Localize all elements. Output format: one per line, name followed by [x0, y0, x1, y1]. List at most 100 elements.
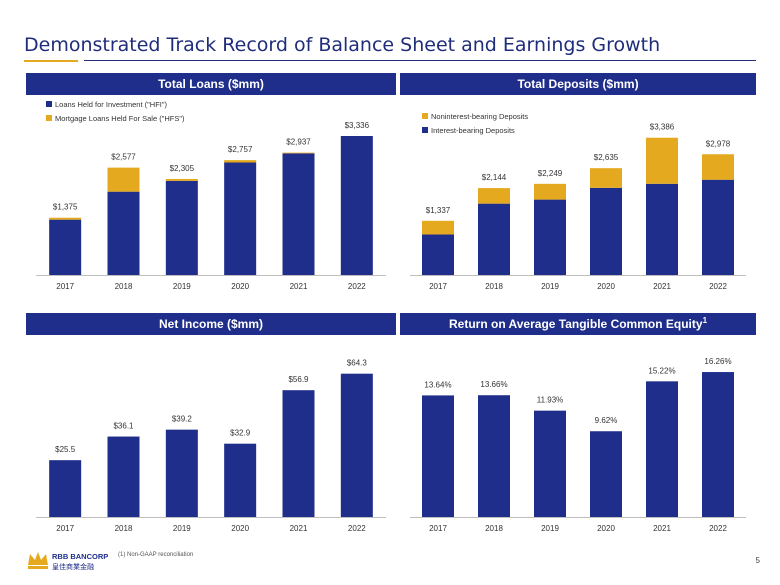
deposits-bar-2022-series-1 — [702, 154, 734, 180]
logo-chinese: 皇佳商業金融 — [52, 562, 94, 571]
rotce-data-label-2017: 13.64% — [424, 380, 451, 389]
netincome-tick-label-2018: 2018 — [115, 524, 133, 533]
netincome-data-label-2020: $32.9 — [230, 429, 251, 438]
title-rule-gold — [24, 60, 78, 62]
netincome-tick-label-2017: 2017 — [56, 524, 74, 533]
deposits-header-label: Total Deposits ($mm) — [517, 77, 639, 91]
rotce-header-footnote-mark: 1 — [702, 316, 708, 325]
loans-bar-2017-series-1 — [49, 217, 82, 220]
deposits-data-label-2017: $1,337 — [426, 206, 451, 215]
netincome-tick-label-2020: 2020 — [231, 524, 249, 533]
rotce-data-label-2020: 9.62% — [595, 416, 618, 425]
rotce-bar-2019 — [534, 410, 566, 517]
loans-legend-swatch-1 — [46, 115, 52, 121]
deposits-bar-2020-series-0 — [590, 187, 622, 275]
loans-tick-label-2018: 2018 — [115, 282, 133, 291]
rotce-bar-2018 — [478, 395, 510, 517]
loans-data-label-2020: $2,757 — [228, 145, 253, 154]
deposits-bar-2018-series-0 — [478, 203, 510, 275]
rotce-tick-label-2021: 2021 — [653, 524, 671, 533]
loans-data-label-2017: $1,375 — [53, 203, 78, 212]
netincome-bar-2017 — [49, 460, 82, 517]
netincome-bar-2020 — [224, 443, 257, 517]
netincome-bar-2022 — [340, 373, 373, 517]
netincome-data-label-2017: $25.5 — [55, 445, 76, 454]
rotce-tick-label-2018: 2018 — [485, 524, 503, 533]
loans-bar-2020-series-0 — [224, 162, 257, 275]
rotce-tick-label-2022: 2022 — [709, 524, 727, 533]
rbb-logo: RBB BANCORP 皇佳商業金融 — [28, 552, 108, 571]
netincome-header-label: Net Income ($mm) — [158, 317, 264, 331]
rotce-bar-2017 — [422, 395, 454, 517]
loans-bar-2017-series-0 — [49, 219, 82, 275]
rotce-bar-2022 — [702, 372, 734, 517]
netincome-tick-label-2022: 2022 — [348, 524, 366, 533]
loans-data-label-2019: $2,305 — [170, 164, 195, 173]
deposits-bar-2017-series-1 — [422, 220, 454, 235]
deposits-bar-2021-series-0 — [646, 183, 678, 275]
netincome-bar-2019 — [165, 429, 198, 517]
loans-tick-label-2017: 2017 — [56, 282, 74, 291]
deposits-bar-2021-series-1 — [646, 137, 678, 184]
deposits-data-label-2018: $2,144 — [482, 173, 507, 182]
loans-tick-label-2020: 2020 — [231, 282, 249, 291]
deposits-legend-swatch-1 — [422, 113, 428, 119]
netincome-panel-header: Net Income ($mm) — [26, 313, 396, 335]
rotce-data-label-2021: 15.22% — [648, 366, 675, 375]
page-number: 5 — [755, 556, 760, 565]
deposits-bar-2019-series-0 — [534, 199, 566, 275]
deposits-tick-label-2020: 2020 — [597, 282, 615, 291]
loans-tick-label-2022: 2022 — [348, 282, 366, 291]
deposits-legend-label-1: Noninterest-bearing Deposits — [431, 112, 528, 121]
netincome-data-label-2018: $36.1 — [113, 422, 134, 431]
rotce-tick-label-2017: 2017 — [429, 524, 447, 533]
rotce-header-label: Return on Average Tangible Common Equity — [448, 317, 703, 331]
deposits-bar-2020-series-1 — [590, 168, 622, 188]
loans-bar-2021-series-0 — [282, 153, 315, 275]
deposits-tick-label-2017: 2017 — [429, 282, 447, 291]
deposits-bar-2017-series-0 — [422, 234, 454, 275]
deposits-panel-header: Total Deposits ($mm) — [400, 73, 756, 95]
deposits-data-label-2019: $2,249 — [538, 169, 563, 178]
deposits-bar-2022-series-0 — [702, 179, 734, 275]
netincome-data-label-2021: $56.9 — [288, 375, 309, 384]
total-deposits-chart: $1,337 2017 $2,144 2018 $2,249 2019 $2,635 2020… — [410, 112, 746, 291]
netincome-data-label-2019: $39.2 — [172, 415, 193, 424]
netincome-data-label-2022: $64.3 — [347, 359, 368, 368]
loans-bar-2020-series-1 — [224, 160, 257, 163]
rotce-data-label-2022: 16.26% — [704, 357, 731, 366]
loans-legend-label-1: Mortgage Loans Held For Sale ("HFS") — [55, 114, 185, 123]
netincome-tick-label-2021: 2021 — [290, 524, 308, 533]
rotce-data-label-2018: 13.66% — [480, 380, 507, 389]
loans-bar-2019-series-0 — [165, 180, 198, 275]
loans-legend-label-0: Loans Held for Investment ("HFI") — [55, 100, 168, 109]
page-title: Demonstrated Track Record of Balance She… — [24, 34, 661, 56]
netincome-bar-2021 — [282, 390, 315, 517]
total-loans-chart: $1,375 2017 $2,577 2018 $2,305 2019 $2,757 2020… — [36, 100, 386, 291]
netincome-bar-2018 — [107, 436, 140, 517]
deposits-tick-label-2021: 2021 — [653, 282, 671, 291]
rotce-tick-label-2020: 2020 — [597, 524, 615, 533]
loans-panel-header: Total Loans ($mm) — [26, 73, 396, 95]
logo-name: RBB BANCORP — [52, 552, 108, 561]
loans-data-label-2022: $3,336 — [345, 121, 370, 130]
loans-tick-label-2019: 2019 — [173, 282, 191, 291]
rotce-panel-header: Return on Average Tangible Common Equity… — [400, 313, 756, 335]
net-income-chart: $25.5 2017 $36.1 2018 $39.2 2019 $32.9 2020 $56.… — [36, 359, 386, 533]
loans-bar-2022-series-0 — [340, 136, 373, 275]
deposits-bar-2019-series-1 — [534, 183, 566, 200]
deposits-tick-label-2019: 2019 — [541, 282, 559, 291]
deposits-data-label-2020: $2,635 — [594, 153, 619, 162]
netincome-tick-label-2019: 2019 — [173, 524, 191, 533]
loans-bar-2021-series-1 — [282, 152, 315, 154]
loans-bar-2018-series-1 — [107, 167, 140, 192]
footnote: (1) Non-GAAP reconciliation — [118, 552, 194, 558]
rotce-data-label-2019: 11.93% — [537, 396, 564, 405]
deposits-data-label-2022: $2,978 — [706, 139, 731, 148]
loans-tick-label-2021: 2021 — [290, 282, 308, 291]
rotce-bar-2020 — [590, 431, 622, 517]
loans-data-label-2018: $2,577 — [111, 153, 136, 162]
deposits-tick-label-2022: 2022 — [709, 282, 727, 291]
loans-bar-2018-series-0 — [107, 191, 140, 275]
deposits-data-label-2021: $3,386 — [650, 123, 675, 132]
